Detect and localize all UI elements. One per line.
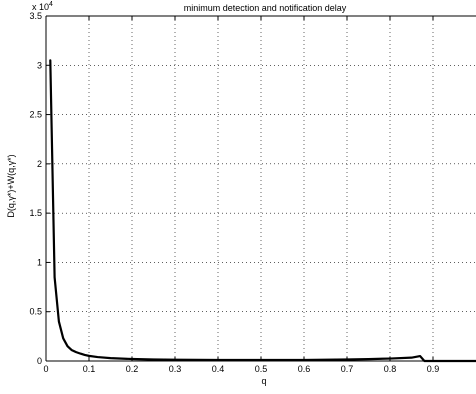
series-layer (49, 59, 476, 363)
x-tick-label: 0.4 (212, 364, 225, 374)
y-ticks: 0 0.5 1 1.5 2 2.5 3 3.5 (29, 11, 50, 366)
y-tick-label: 2.5 (29, 110, 42, 120)
y-tick-label: 0 (37, 356, 42, 366)
x-tick-label: 0.6 (298, 364, 311, 374)
x-tick-label: 0.3 (169, 364, 182, 374)
x-tick-label: 0 (43, 364, 48, 374)
chart-title: minimum detection and notification delay (184, 3, 347, 13)
x-tick-label: 0.2 (126, 364, 139, 374)
y-exponent-label: 4 (49, 1, 53, 8)
grid (46, 16, 476, 361)
x-ticks: 0 0.1 0.2 0.3 0.4 0.5 0.6 0.7 0.8 0.9 (43, 16, 439, 374)
x-tick-label: 0.9 (427, 364, 440, 374)
y-tick-label: 0.5 (29, 307, 42, 317)
x-axis-label: q (261, 376, 266, 386)
y-multiplier-label: x 104 (32, 1, 53, 12)
y-axis-label: D(q,γ*)+W(q,γ*) (6, 154, 16, 217)
y-tick-label: 2 (37, 159, 42, 169)
x-tick-label: 0.5 (255, 364, 268, 374)
series-line (49, 59, 476, 363)
y-tick-label: 3 (37, 60, 42, 70)
y-tick-label: 1.5 (29, 208, 42, 218)
x-tick-label: 0.8 (384, 364, 397, 374)
y-tick-label: 3.5 (29, 11, 42, 21)
x-tick-label: 0.7 (341, 364, 354, 374)
x-tick-label: 0.1 (83, 364, 96, 374)
y-tick-label: 1 (37, 257, 42, 267)
